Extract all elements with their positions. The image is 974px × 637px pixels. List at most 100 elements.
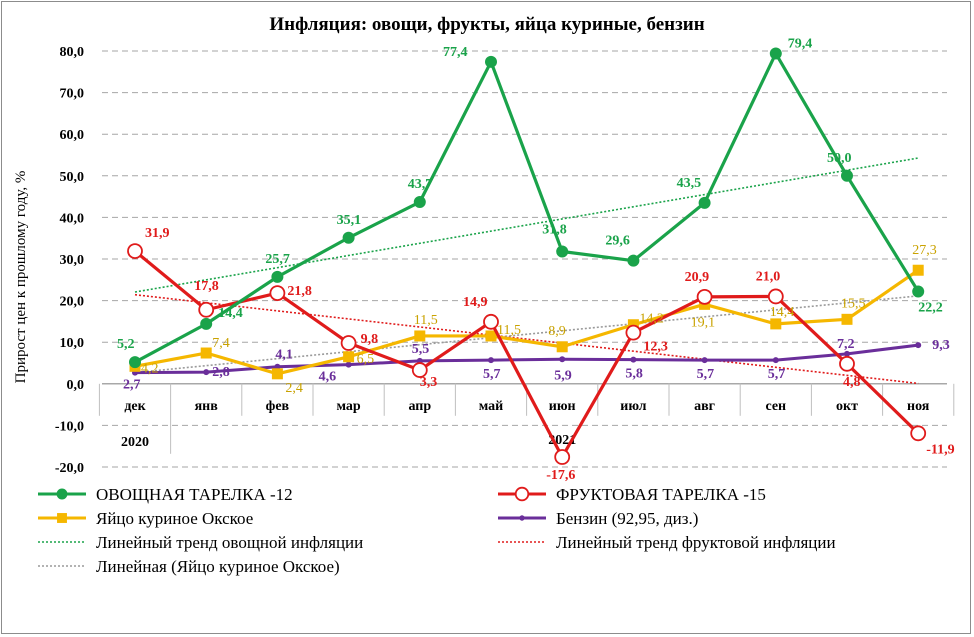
y-tick-label: 0,0: [67, 378, 85, 393]
x-tick-label: мар: [336, 399, 360, 414]
data-point: [198, 301, 215, 318]
trendlines: [134, 157, 919, 385]
data-label: 19,1: [691, 315, 716, 330]
data-point: [627, 254, 640, 267]
series-line: [134, 51, 920, 364]
data-point: [519, 515, 525, 521]
data-point: [485, 330, 497, 342]
data-point: [56, 488, 68, 500]
data-label: 17,8: [194, 279, 219, 294]
data-label: 31,9: [145, 226, 170, 241]
data-point: [271, 368, 283, 380]
data-point: [554, 449, 571, 465]
data-point: [701, 357, 708, 364]
data-point: [839, 355, 855, 372]
data-label: 5,7: [483, 367, 501, 382]
legend-item: Линейный тренд овощной инфляции: [38, 533, 363, 552]
data-label: 35,1: [337, 213, 362, 228]
data-label: 7,2: [837, 337, 855, 352]
data-point: [203, 369, 210, 376]
data-point: [630, 356, 637, 363]
data-point: [127, 243, 143, 259]
y-tick-label: 60,0: [60, 128, 85, 143]
data-point: [696, 288, 713, 305]
data-point: [485, 55, 497, 68]
data-point: [200, 317, 213, 330]
data-point: [200, 347, 212, 359]
data-point: [772, 357, 779, 364]
data-point: [698, 196, 711, 209]
data-label: 22,2: [918, 300, 943, 315]
series-lines: [127, 47, 927, 465]
data-point: [770, 318, 782, 330]
data-point: [767, 288, 784, 305]
x-tick-label: апр: [408, 399, 431, 414]
series-line: [133, 249, 920, 459]
data-point: [769, 47, 782, 60]
data-labels: 5,2 14,4 25,7 35,1 43,7 77,4 31,8 29,6 43,5 79,4 5…: [117, 36, 955, 483]
y-tick-label: 10,0: [60, 336, 85, 351]
data-point: [559, 356, 566, 363]
x-tick-label: июн: [549, 399, 576, 414]
y-tick-label: 20,0: [60, 295, 85, 310]
data-label: 29,6: [605, 234, 630, 249]
data-label: -11,9: [926, 442, 954, 457]
data-point: [345, 361, 352, 368]
data-label: 79,4: [788, 36, 813, 51]
year-label: 2020: [121, 435, 149, 450]
data-label: 5,8: [625, 367, 643, 382]
legend-item: Яйцо куриное Окское: [38, 509, 253, 528]
data-point: [271, 270, 284, 283]
legend-item: ФРУКТОВАЯ ТАРЕЛКА -15: [498, 485, 766, 504]
data-point: [343, 351, 355, 363]
data-point: [514, 486, 530, 502]
x-tick-label: окт: [836, 399, 858, 414]
y-tick-label: -20,0: [55, 461, 84, 476]
data-label: 4,6: [319, 370, 337, 385]
x-tick-label: ноя: [907, 399, 930, 414]
chart-title: Инфляция: овощи, фрукты, яйца куриные, б…: [269, 14, 704, 35]
x-tick-label: авг: [694, 399, 715, 414]
data-point: [340, 335, 357, 351]
trendline: [134, 293, 919, 385]
trendline: [134, 295, 919, 374]
x-tick-label: янв: [195, 399, 219, 414]
data-label: 2,7: [123, 378, 141, 393]
data-label: 4,8: [843, 375, 861, 390]
data-label: 11,5: [497, 323, 521, 338]
y-tick-label: 50,0: [60, 170, 85, 185]
legend-label: Бензин (92,95, диз.): [556, 509, 698, 528]
data-point: [556, 245, 569, 258]
y-tick-label: 80,0: [60, 45, 85, 60]
data-label: 2,4: [285, 381, 303, 396]
y-tick-label: -10,0: [55, 419, 84, 434]
data-label: 14,2: [639, 312, 664, 327]
legend-item: Бензин (92,95, диз.): [498, 509, 698, 528]
legend: ОВОЩНАЯ ТАРЕЛКА -12 ФРУКТОВАЯ ТАРЕЛКА -15…: [38, 485, 836, 576]
data-point: [342, 231, 355, 244]
data-point: [483, 313, 499, 330]
data-label: 5,9: [554, 368, 572, 383]
legend-label: ФРУКТОВАЯ ТАРЕЛКА -15: [556, 485, 766, 504]
data-point: [57, 513, 67, 523]
data-label: 9,3: [932, 338, 950, 353]
data-point: [413, 196, 426, 209]
legend-label: ОВОЩНАЯ ТАРЕЛКА -12: [96, 485, 293, 504]
data-label: 14,9: [463, 295, 488, 310]
series-line: [134, 268, 920, 376]
data-point: [627, 319, 639, 331]
data-label: 4,2: [141, 361, 159, 376]
y-tick-labels: -20,0 -10,0 0,0 10,0 20,0 30,0 40,0 50,0 60,0 70,…: [55, 45, 84, 476]
x-axis: дек янв фев мар апр май июн июл авг сен окт ноя 2020…: [98, 383, 955, 454]
data-point: [625, 324, 642, 341]
data-label: 5,7: [768, 367, 786, 382]
data-label: 12,3: [643, 340, 668, 355]
data-point: [912, 264, 924, 276]
data-label: 6,5: [357, 352, 375, 367]
gridlines: [102, 50, 947, 468]
data-label: 5,5: [412, 342, 430, 357]
legend-label: Линейная (Яйцо куриное Окское): [96, 557, 340, 576]
legend-label: Яйцо куриное Окское: [96, 509, 253, 528]
data-label: 5,2: [117, 337, 135, 352]
